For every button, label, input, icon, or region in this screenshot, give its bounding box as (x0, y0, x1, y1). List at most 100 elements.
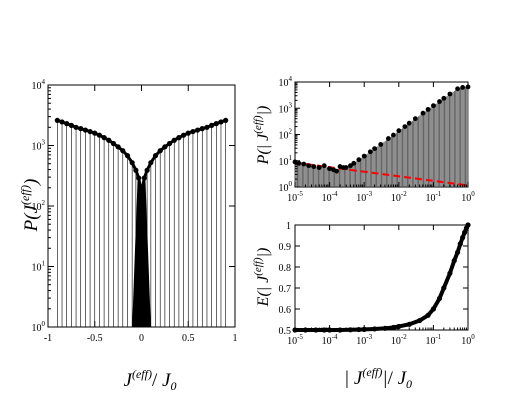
top-right-data-point (351, 160, 357, 166)
top-right-data-point (425, 107, 431, 112)
left-x-tick-label: 1 (233, 333, 238, 344)
bottom-right-x-tick-label: 10-4 (322, 333, 338, 347)
bottom-right-panel: E(| J(eff)|) | J(eff)|/ J0 10-5 10-4 10-3 1… (252, 221, 475, 391)
top-right-y-tick-label: 100 (279, 180, 293, 194)
left-x-tick-label: 0.5 (182, 333, 195, 344)
left-data-point (59, 119, 65, 125)
bottom-right-data-point (417, 317, 423, 324)
top-right-x-tick-label: 10-1 (425, 190, 441, 204)
left-data-point (141, 175, 147, 181)
top-right-x-tick-label: 10-4 (322, 190, 338, 204)
left-data-point (190, 128, 196, 135)
left-data-point (92, 130, 98, 136)
left-dense-center (132, 174, 151, 327)
left-data-point (115, 144, 121, 150)
left-data-point (110, 140, 117, 147)
top-right-data-point (460, 85, 466, 90)
left-x-tick-label: -0.5 (87, 333, 103, 344)
left-data-point (124, 153, 131, 159)
left-data-point (120, 148, 126, 154)
bottom-right-y-tick-label: 0.5 (279, 326, 292, 337)
top-right-data-point (437, 99, 442, 104)
top-right-y-tick-label: 102 (279, 128, 293, 142)
top-right-data-point (321, 163, 327, 169)
bottom-right-data-point (454, 249, 461, 255)
left-data-point (195, 127, 201, 133)
bottom-right-x-tick-label: 10-2 (391, 333, 407, 347)
left-x-tick-label: 0 (139, 333, 144, 344)
bottom-right-data-point (436, 295, 443, 302)
left-data-point (96, 132, 103, 138)
left-data-point (180, 132, 187, 138)
left-data-point (152, 153, 159, 159)
top-right-data-point (343, 165, 349, 170)
bottom-right-y-tick-label: 0.6 (279, 305, 292, 316)
bottom-right-x-tick-label: 10-5 (287, 333, 303, 347)
left-data-point (204, 124, 210, 130)
top-right-data-point (348, 163, 353, 169)
left-data-point (139, 185, 146, 191)
svg-text:P(J(eff)): P(J(eff)) (18, 179, 42, 233)
top-right-data-point (301, 161, 307, 167)
svg-text:J(eff)/ J0: J(eff)/ J0 (124, 367, 177, 393)
left-data-point (213, 121, 219, 127)
bottom-right-curve (295, 224, 470, 332)
left-data-point (223, 117, 229, 123)
top-right-data-point (367, 149, 373, 155)
bottom-right-x-tick-label: 10-3 (356, 333, 372, 347)
left-data-point (176, 135, 182, 141)
left-data-point (82, 127, 88, 133)
top-right-x-tick-label: 10-2 (391, 190, 407, 204)
bottom-right-y-tick-label: 1 (286, 221, 291, 232)
left-data-point (157, 148, 163, 154)
bottom-right-data-point (447, 270, 453, 276)
top-right-data-point (327, 166, 332, 172)
left-data-point (148, 160, 154, 166)
bottom-right-plot-frame (294, 224, 469, 331)
top-right-data-point (334, 168, 340, 174)
top-right-data-point (378, 141, 384, 147)
left-x-axis-label: J(eff)/ J0 (124, 367, 177, 393)
top-right-data-point (356, 157, 362, 163)
bottom-right-data-point (425, 312, 431, 318)
left-y-tick-label: 102 (32, 199, 46, 213)
bottom-right-data-point (462, 229, 468, 235)
left-data-point (199, 126, 205, 132)
left-y-tick-label: 104 (32, 78, 46, 92)
left-data-point (218, 119, 224, 125)
svg-text:E(| J(eff)|): E(| J(eff)|) (252, 248, 272, 308)
svg-text:P(| J(eff)|): P(| J(eff)|) (252, 106, 272, 166)
bottom-right-y-tick-label: 0.7 (279, 284, 292, 295)
top-right-data-point (361, 153, 367, 159)
top-right-data-point (455, 86, 460, 92)
top-right-data-point (296, 160, 302, 166)
bottom-right-data-point (441, 285, 447, 291)
left-data-point (54, 117, 60, 123)
left-data-point (166, 140, 173, 147)
top-right-x-tick-label: 10-3 (356, 190, 372, 204)
left-data-point (144, 167, 150, 173)
left-y-tick-label: 101 (32, 260, 46, 274)
top-right-data-point (431, 103, 436, 109)
bottom-right-y-tick-label: 0.9 (279, 242, 292, 253)
bottom-right-data-point (390, 324, 397, 331)
bottom-right-data-point (457, 241, 463, 247)
left-data-point (209, 122, 215, 128)
top-right-data-point (396, 128, 402, 134)
top-right-data-point (441, 95, 447, 101)
bottom-right-data-point (451, 258, 457, 264)
bottom-right-y-tick-label: 0.8 (279, 263, 292, 274)
left-data-point (129, 160, 135, 166)
top-right-y-tick-label: 104 (279, 75, 293, 89)
left-data-point (162, 144, 168, 150)
left-data-point (138, 194, 145, 200)
left-data-point (133, 167, 139, 173)
top-right-data-point (420, 110, 426, 116)
bottom-right-x-tick-label: 10-1 (425, 333, 441, 347)
top-right-x-tick-label: 100 (461, 190, 475, 204)
top-right-y-tick-label: 103 (279, 101, 293, 115)
bottom-right-data-point (430, 306, 436, 312)
left-data-point (136, 175, 142, 181)
bottom-right-data-point (460, 235, 466, 241)
